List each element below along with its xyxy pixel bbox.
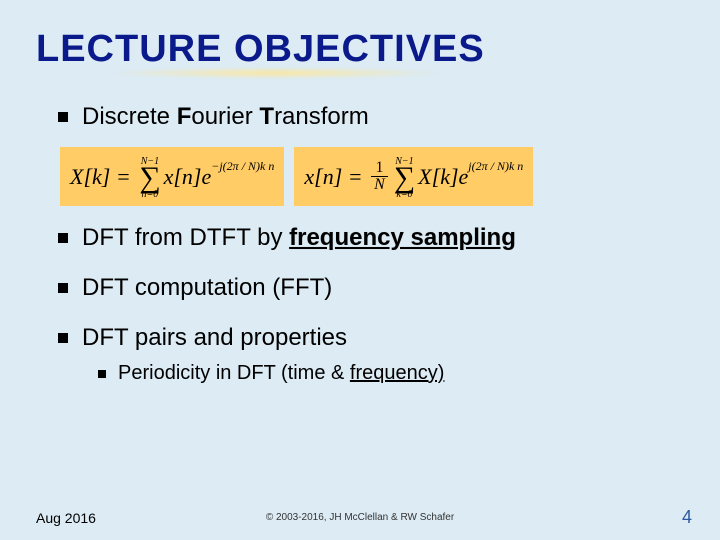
summation-icon: N−1 ∑ n=0 [139, 157, 160, 200]
bullet-text: DFT computation (FFT) [82, 274, 332, 302]
sum-lower: n=0 [142, 190, 159, 200]
formula-body: X[k]e [418, 164, 468, 190]
title-underline-glow [36, 66, 516, 80]
text-emph: frequency) [350, 362, 445, 384]
text-part: Discrete [82, 103, 177, 130]
bullet-marker-icon [58, 112, 68, 122]
bullet-text: DFT from DTFT by frequency sampling [82, 224, 516, 252]
bullet-marker-icon [58, 283, 68, 293]
bullet-marker-icon [98, 370, 106, 378]
footer-page-number: 4 [682, 507, 692, 528]
formula-body: x[n]e [164, 164, 212, 190]
text-bold: F [177, 103, 192, 130]
text-emph: frequency sampling [289, 224, 516, 251]
bullet-text: DFT pairs and properties [82, 324, 347, 352]
bullet-dtft-sampling: DFT from DTFT by frequency sampling [58, 224, 684, 252]
text-part: ransform [274, 103, 369, 130]
formula-left: x[n] = [304, 164, 368, 190]
formula-left: X[k] = [70, 164, 136, 190]
footer-copyright: © 2003-2016, JH McClellan & RW Schafer [266, 512, 454, 523]
text-part: Periodicity in DFT (time & [118, 362, 350, 384]
formula-inverse-dft: x[n] = 1 N N−1 ∑ k=0 X[k]ej(2π / N)k n [294, 147, 533, 206]
bullet-text: Discrete Fourier Transform [82, 103, 369, 131]
text-part: ourier [191, 103, 259, 130]
fraction: 1 N [371, 160, 388, 193]
slide-title: LECTURE OBJECTIVES [36, 28, 684, 71]
sum-lower: k=0 [396, 190, 412, 200]
bullet-text: Periodicity in DFT (time & frequency) [118, 362, 444, 385]
footer-date: Aug 2016 [36, 510, 96, 526]
frac-num: 1 [372, 160, 386, 176]
summation-icon: N−1 ∑ k=0 [394, 157, 415, 200]
text-part: DFT from DTFT by [82, 224, 289, 251]
bullet-marker-icon [58, 233, 68, 243]
formula-forward-dft: X[k] = N−1 ∑ n=0 x[n]e−j(2π / N)k n [60, 147, 284, 206]
sigma-symbol: ∑ [394, 166, 415, 190]
bullet-fft: DFT computation (FFT) [58, 274, 684, 302]
bullet-dft: Discrete Fourier Transform [58, 103, 684, 131]
bullet-pairs-properties: DFT pairs and properties [58, 324, 684, 352]
text-bold: T [259, 103, 274, 130]
frac-den: N [371, 176, 388, 193]
formula-row: X[k] = N−1 ∑ n=0 x[n]e−j(2π / N)k n x[n]… [60, 147, 660, 206]
slide: LECTURE OBJECTIVES Discrete Fourier Tran… [0, 0, 720, 540]
content-area: Discrete Fourier Transform X[k] = N−1 ∑ … [36, 103, 684, 385]
bullet-marker-icon [58, 333, 68, 343]
sigma-symbol: ∑ [139, 166, 160, 190]
formula-exponent: −j(2π / N)k n [211, 159, 274, 174]
subbullet-periodicity: Periodicity in DFT (time & frequency) [98, 362, 684, 385]
footer: Aug 2016 © 2003-2016, JH McClellan & RW … [0, 507, 720, 528]
formula-exponent: j(2π / N)k n [468, 159, 523, 174]
